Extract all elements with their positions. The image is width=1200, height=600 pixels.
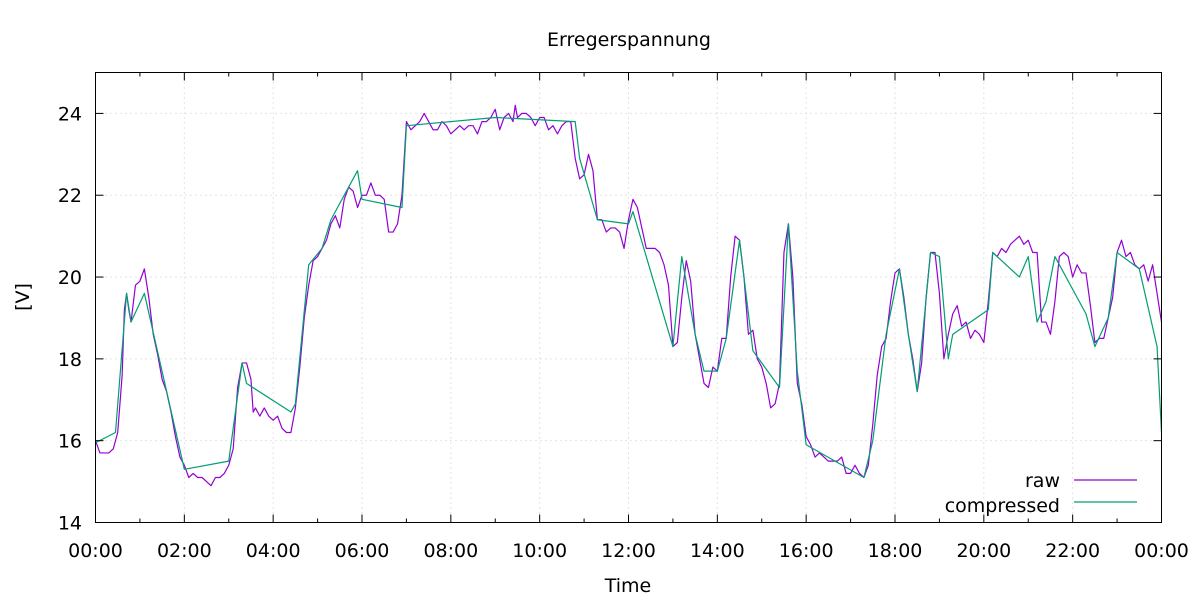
y-tick-label: 18 <box>58 349 82 371</box>
legend: raw compressed <box>945 470 1137 517</box>
x-tick-label: 20:00 <box>956 540 1011 562</box>
y-axis-title: [V] <box>12 283 34 311</box>
x-tick-label: 14:00 <box>690 540 745 562</box>
x-tick-label: 18:00 <box>868 540 923 562</box>
legend-label-raw: raw <box>1025 470 1060 492</box>
x-tick-label: 00:00 <box>68 540 123 562</box>
series-line-raw <box>94 104 1163 487</box>
series-layer <box>94 104 1163 487</box>
chart-title: Erregerspannung <box>547 29 711 51</box>
x-tick-labels: 00:00 02:00 04:00 06:00 08:00 10:00 12:00 14:00… <box>68 540 1189 562</box>
x-tick-label: 04:00 <box>246 540 301 562</box>
x-tick-label: 12:00 <box>601 540 656 562</box>
legend-label-compressed: compressed <box>945 495 1060 517</box>
x-tick-label: 00:00 <box>1134 540 1189 562</box>
y-tick-label: 22 <box>58 185 82 207</box>
x-tick-label: 16:00 <box>779 540 834 562</box>
grid-lines <box>95 72 1162 523</box>
y-tick-label: 24 <box>58 103 82 125</box>
x-tick-label: 10:00 <box>512 540 567 562</box>
x-axis-title: Time <box>604 575 652 597</box>
axis-ticks <box>95 72 1162 523</box>
y-tick-label: 14 <box>58 513 82 535</box>
x-tick-label: 08:00 <box>423 540 478 562</box>
series-line-compressed <box>95 116 1163 479</box>
x-tick-label: 02:00 <box>157 540 212 562</box>
y-tick-label: 20 <box>58 267 82 289</box>
y-tick-labels: 14 16 18 20 22 24 <box>58 103 82 534</box>
x-tick-label: 22:00 <box>1045 540 1100 562</box>
y-tick-label: 16 <box>58 431 82 453</box>
x-tick-label: 06:00 <box>335 540 390 562</box>
